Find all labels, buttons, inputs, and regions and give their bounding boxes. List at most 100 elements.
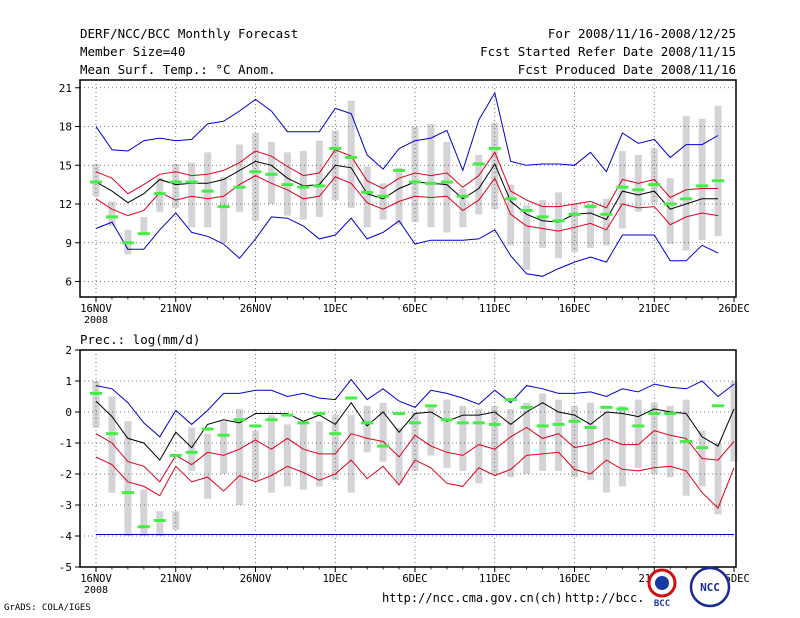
temp-box-3 <box>140 216 148 233</box>
temp-obs-35 <box>648 183 661 187</box>
temp-frame <box>79 79 737 298</box>
prec-obs-18 <box>377 444 390 448</box>
prec-obs-1 <box>105 432 118 436</box>
url-ch[interactable]: http://ncc.cma.gov.cn(ch) <box>382 591 563 605</box>
prec-obs-34 <box>632 424 645 428</box>
temp-obs-23 <box>456 194 469 198</box>
temp-obs-31 <box>584 205 597 209</box>
temp-box-33 <box>618 151 626 229</box>
temp-box-17 <box>363 166 371 228</box>
temp-obs-26 <box>504 197 517 201</box>
prec-box-15 <box>331 415 339 481</box>
temp-obs-2 <box>121 241 134 245</box>
temp-box-28 <box>539 200 547 248</box>
temp-obs-14 <box>313 184 326 188</box>
prec-box-7 <box>204 433 212 499</box>
prec-obs-30 <box>568 419 581 423</box>
temp-obs-22 <box>440 180 453 184</box>
prec-ytick-label-3: -2 <box>59 468 72 481</box>
forecast-started: Fcst Started Refer Date 2008/11/15 <box>480 44 736 59</box>
prec-obs-17 <box>361 421 374 425</box>
temp-xtick-label-6: 16DEC <box>559 303 591 315</box>
prec-box-33 <box>618 405 626 487</box>
prec-xtick-label-6: 16DEC <box>559 573 591 585</box>
prec-box-1 <box>108 396 116 493</box>
prec-box-4 <box>156 511 164 536</box>
temp-box-37 <box>682 116 690 251</box>
temp-obs-4 <box>153 192 166 196</box>
prec-box-37 <box>682 399 690 496</box>
prec-box-3 <box>140 489 148 536</box>
prec-box-32 <box>602 412 610 493</box>
prec-ytick-label-5: 0 <box>65 406 72 419</box>
url-bcc[interactable]: http://bcc. <box>565 591 645 605</box>
temp-year-label: 2008 <box>84 315 108 326</box>
prec-box-29 <box>555 399 563 471</box>
prec-obs-21 <box>424 404 437 408</box>
temp-box-16 <box>347 100 355 208</box>
prec-box-8 <box>220 421 228 474</box>
temp-box-20 <box>411 126 419 223</box>
prec-obs-15 <box>329 432 342 436</box>
temp-obs-3 <box>137 232 150 236</box>
temp-box-32 <box>602 198 610 246</box>
prec-obs-23 <box>456 421 469 425</box>
temp-obs-19 <box>393 168 406 172</box>
prec-box-34 <box>634 399 642 468</box>
prec-series-p75_low <box>95 451 735 509</box>
prec-obs-37 <box>680 439 693 443</box>
prec-frame <box>79 349 737 568</box>
temp-box-8 <box>220 176 228 243</box>
prec-obs-35 <box>648 412 661 416</box>
prec-obs-20 <box>409 421 421 425</box>
prec-obs-7 <box>201 427 214 431</box>
prec-obs-28 <box>536 424 549 428</box>
temp-xtick-label-5: 11DEC <box>479 303 511 315</box>
prec-obs-0 <box>90 391 102 395</box>
temp-box-31 <box>586 204 594 248</box>
temp-xtick-label-2: 26NOV <box>240 303 272 315</box>
temp-obs-27 <box>520 208 533 212</box>
temp-obs-21 <box>424 181 437 185</box>
prec-box-23 <box>459 405 467 471</box>
temp-obs-12 <box>281 183 294 187</box>
temp-obs-33 <box>616 185 629 189</box>
temp-box-1 <box>108 201 116 226</box>
temp-box-24 <box>475 154 483 215</box>
prec-obs-19 <box>393 412 406 416</box>
temp-obs-28 <box>536 215 549 219</box>
temp-obs-10 <box>249 170 262 174</box>
prec-box-19 <box>395 427 403 484</box>
prec-obs-10 <box>249 424 262 428</box>
temp-box-14 <box>315 140 323 217</box>
prec-obs-22 <box>440 418 453 422</box>
prec-series-max <box>95 378 735 438</box>
temp-obs-8 <box>217 205 230 209</box>
temp-obs-39 <box>712 179 725 183</box>
temp-series-min <box>95 212 719 277</box>
temp-series-p25 <box>95 175 719 232</box>
prec-obs-11 <box>265 418 278 422</box>
precipitation-panel: -5 -4 -3 -2 -1 0 1 2 16NOV 21NOV 26NOV 1DEC 6DEC 11DE… <box>59 344 750 596</box>
temp-series-max <box>95 91 719 173</box>
prec-xtick-label-3: 1DEC <box>323 573 348 585</box>
prec-obs-2 <box>121 491 134 495</box>
temp-box-13 <box>299 151 307 220</box>
prec-obs-16 <box>345 396 358 400</box>
temp-obs-30 <box>568 212 581 216</box>
temp-obs-1 <box>105 215 118 219</box>
prec-box-27 <box>523 402 531 474</box>
prec-obs-6 <box>185 450 198 454</box>
temp-box-25 <box>491 122 499 210</box>
temp-ytick-label-3: 15 <box>59 159 72 172</box>
precip-panel-label: Prec.: log(mm/d) <box>80 332 200 347</box>
prec-ytick-label-2: -3 <box>59 499 72 512</box>
temp-obs-34 <box>632 188 645 192</box>
prec-box-26 <box>507 408 515 478</box>
temp-box-27 <box>523 205 531 270</box>
temp-obs-36 <box>664 202 677 206</box>
temp-box-18 <box>379 183 387 220</box>
prec-box-21 <box>427 405 435 456</box>
prec-box-39 <box>714 443 722 515</box>
prec-box-22 <box>443 399 451 468</box>
